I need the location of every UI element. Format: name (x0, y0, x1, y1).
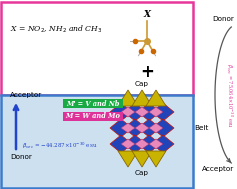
Text: Cap: Cap (135, 170, 149, 176)
Bar (63, 99, 123, 108)
Text: Acceptor: Acceptor (202, 166, 234, 172)
Polygon shape (110, 119, 132, 137)
Polygon shape (121, 139, 135, 149)
Polygon shape (110, 135, 132, 153)
Polygon shape (135, 139, 149, 149)
Polygon shape (135, 123, 149, 133)
Polygon shape (124, 119, 146, 137)
Polygon shape (138, 119, 160, 137)
Text: M = W and Mo: M = W and Mo (66, 112, 120, 121)
Polygon shape (146, 90, 166, 106)
Text: X = NO$_2$, NH$_2$ and CH$_3$: X = NO$_2$, NH$_2$ and CH$_3$ (10, 23, 102, 35)
Polygon shape (124, 135, 146, 153)
Polygon shape (110, 103, 132, 121)
Polygon shape (152, 103, 174, 121)
Text: +: + (140, 63, 154, 81)
Polygon shape (121, 123, 135, 133)
Polygon shape (118, 151, 138, 167)
Polygon shape (132, 151, 152, 167)
Text: Belt: Belt (194, 125, 208, 131)
Polygon shape (152, 135, 174, 153)
Polygon shape (121, 107, 135, 117)
Polygon shape (146, 151, 166, 167)
Bar (1, 2, 193, 95)
Text: Donor: Donor (10, 154, 32, 160)
Text: Acceptor: Acceptor (10, 92, 42, 98)
Polygon shape (149, 123, 163, 133)
Text: $\beta_{vec}$ = 75.064$\times$10$^{-30}$ esu: $\beta_{vec}$ = 75.064$\times$10$^{-30}$… (224, 63, 234, 127)
Polygon shape (132, 90, 152, 106)
Text: $\beta_{vec}$ = $-$44.287$\times$10$^{-30}$ esu: $\beta_{vec}$ = $-$44.287$\times$10$^{-3… (22, 141, 97, 151)
Text: Cap: Cap (135, 81, 149, 87)
Polygon shape (138, 103, 160, 121)
Polygon shape (124, 103, 146, 121)
Polygon shape (152, 119, 174, 137)
Text: M' = V and Nb: M' = V and Nb (66, 99, 120, 108)
Text: X: X (143, 10, 150, 19)
Text: Donor: Donor (212, 16, 234, 22)
Bar (1, 95, 193, 188)
Polygon shape (138, 135, 160, 153)
Bar (63, 112, 123, 121)
Polygon shape (135, 107, 149, 117)
Polygon shape (149, 139, 163, 149)
Polygon shape (118, 90, 138, 106)
Polygon shape (149, 107, 163, 117)
